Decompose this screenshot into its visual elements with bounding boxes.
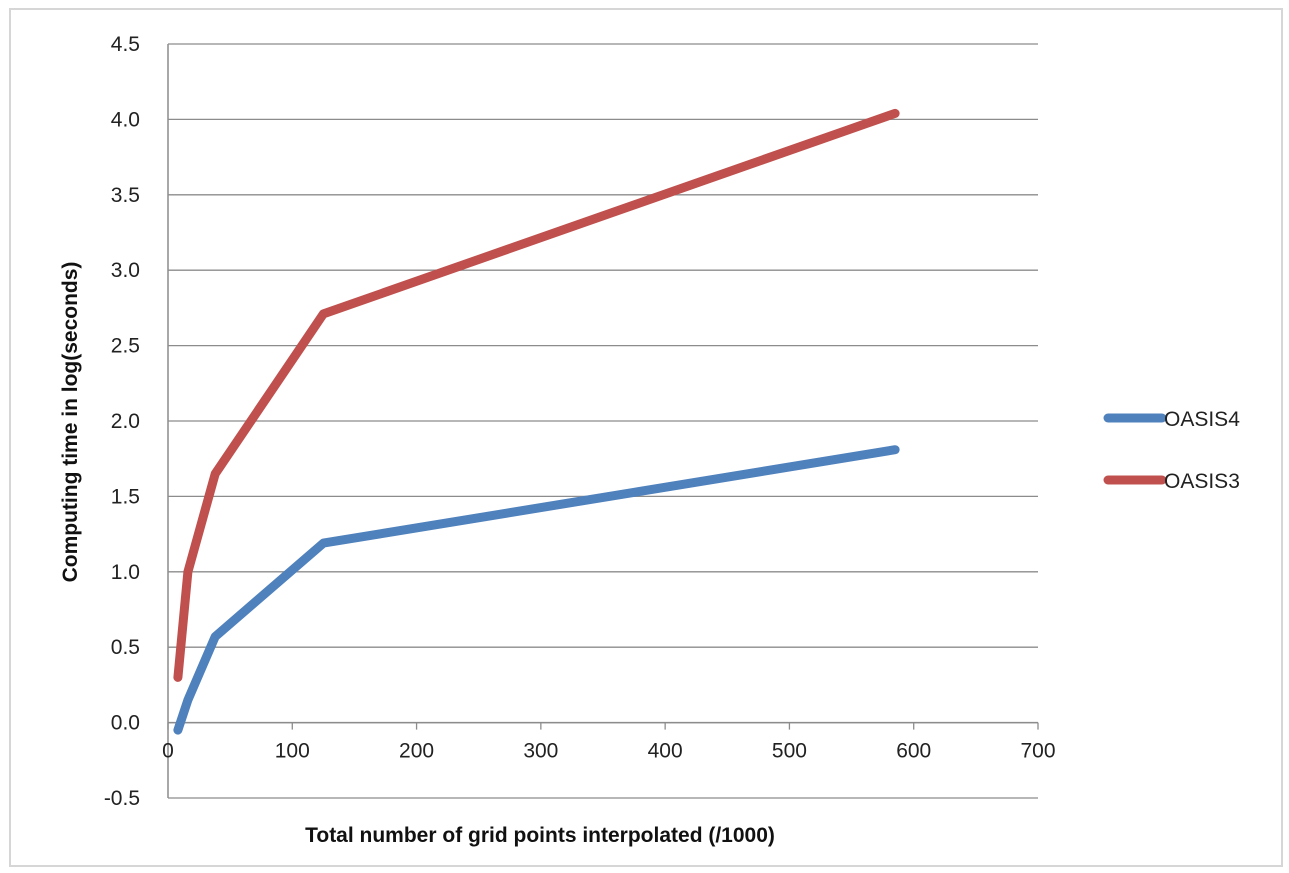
legend: OASIS4 OASIS3: [1103, 408, 1240, 493]
y-tick-labels: -0.5 0.0 0.5 1.0 1.5 2.0 2.5 3.0 3.5 4.0 4.5: [104, 33, 140, 810]
y-tick-label: 0.0: [111, 712, 140, 735]
axes: [167, 44, 1038, 798]
x-tick-label: 400: [648, 740, 683, 763]
y-tick-label: -0.5: [104, 787, 140, 810]
x-tick-label: 200: [399, 740, 434, 763]
series-line-oasis4: [173, 445, 900, 735]
gridlines: [168, 43, 1038, 799]
x-tick-labels: 0 100 200 300 400 500 600 700: [162, 722, 1056, 763]
y-tick-label: 0.5: [111, 636, 140, 659]
x-tick-label: 0: [162, 740, 174, 763]
y-tick-label: 2.5: [111, 335, 140, 358]
y-tick-label: 4.0: [111, 108, 140, 131]
y-tick-label: 3.0: [111, 259, 140, 282]
series-lines: [173, 108, 900, 735]
x-tick-label: 100: [275, 740, 310, 763]
legend-label-oasis4: OASIS4: [1164, 408, 1240, 431]
y-tick-label: 3.5: [111, 184, 140, 207]
y-tick-label: 1.5: [111, 485, 140, 508]
series-line-oasis3: [173, 108, 900, 682]
x-tick-label: 300: [523, 740, 558, 763]
x-tick-label: 700: [1020, 740, 1055, 763]
chart-frame: [9, 8, 1283, 867]
y-tick-label: 1.0: [111, 561, 140, 584]
y-tick-label: 2.0: [111, 410, 140, 433]
x-tick-label: 600: [896, 740, 931, 763]
x-axis-title: Total number of grid points interpolated…: [305, 824, 775, 847]
y-tick-label: 4.5: [111, 33, 140, 56]
legend-label-oasis3: OASIS3: [1164, 470, 1240, 493]
x-tick-label: 500: [772, 740, 807, 763]
y-axis-title: Computing time in log(seconds): [59, 262, 82, 583]
